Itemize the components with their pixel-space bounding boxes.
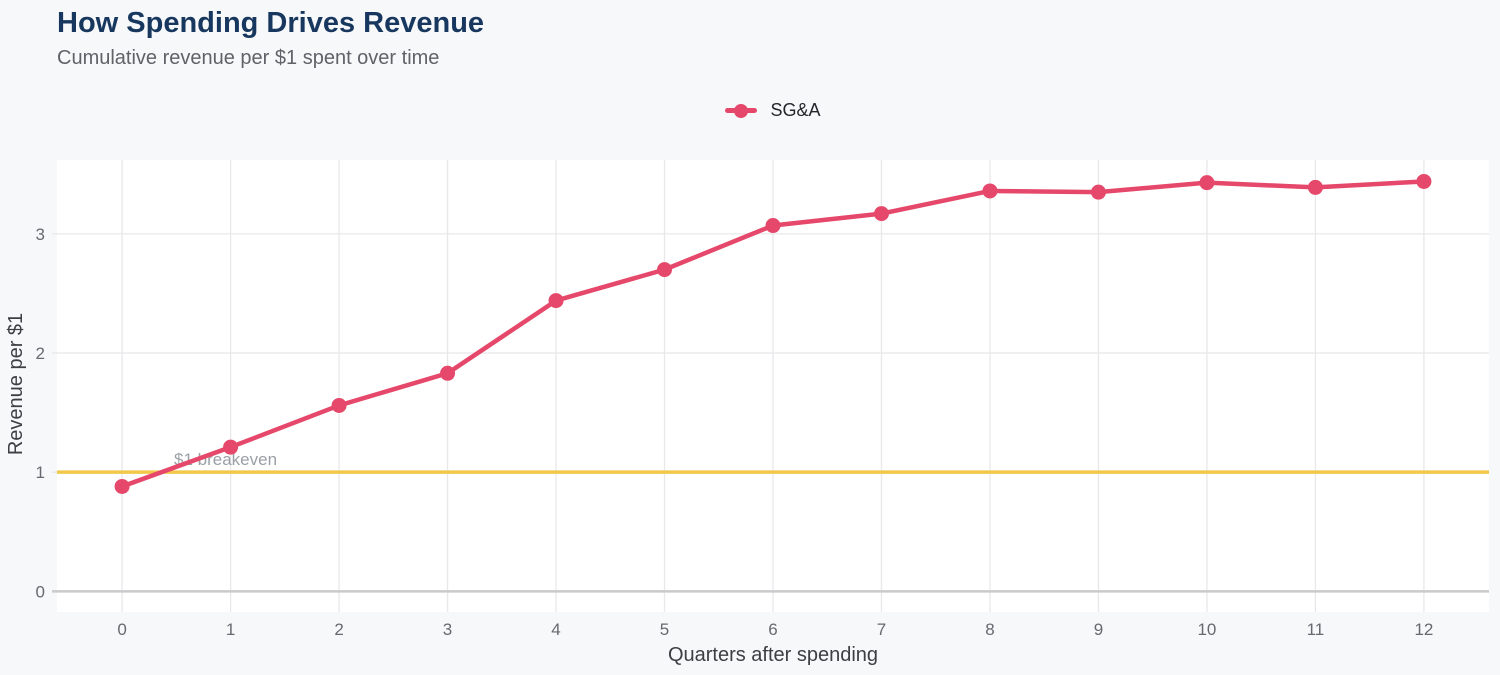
x-tick-label: 0 [117,620,126,639]
data-point [1090,184,1106,200]
x-tick-label: 4 [551,620,560,639]
x-tick-label: 1 [226,620,235,639]
x-tick-label: 9 [1094,620,1103,639]
y-tick-label: 1 [36,463,45,482]
x-tick-label: 6 [768,620,777,639]
page-subtitle: Cumulative revenue per $1 spent over tim… [57,46,440,69]
data-point [1416,173,1432,189]
y-tick-label: 0 [36,582,45,601]
data-point [223,439,239,455]
data-point [1307,179,1323,195]
data-point [657,262,673,278]
chart-header: How Spending Drives Revenue Cumulative r… [57,7,485,70]
data-point [982,183,998,199]
x-tick-label: 12 [1414,620,1433,639]
data-point [873,206,889,222]
x-tick-label: 11 [1307,620,1325,639]
page-title: How Spending Drives Revenue [57,7,485,39]
y-axis-title: Revenue per $1 [5,313,27,455]
legend-item-sga[interactable]: SG&A [725,100,821,121]
y-tick-label: 3 [36,225,45,244]
x-tick-label: 2 [334,620,343,639]
x-tick-label: 5 [660,620,669,639]
legend-marker [725,103,758,118]
x-tick-label: 8 [985,620,994,639]
y-tick-label: 2 [36,344,45,363]
x-tick-label: 3 [443,620,452,639]
legend-dot-swatch [734,103,749,118]
legend-label: SG&A [770,100,821,120]
x-axis-title: Quarters after spending [668,644,878,666]
data-point [440,365,456,381]
chart-legend: SG&A [0,100,1500,121]
data-point [331,397,347,413]
x-tick-label: 10 [1197,620,1216,639]
data-point [114,478,130,494]
breakeven-label: $1 breakeven [174,450,277,469]
x-tick-label: 7 [877,620,886,639]
data-point [765,218,781,234]
data-point [548,293,564,309]
data-point [1199,175,1215,191]
